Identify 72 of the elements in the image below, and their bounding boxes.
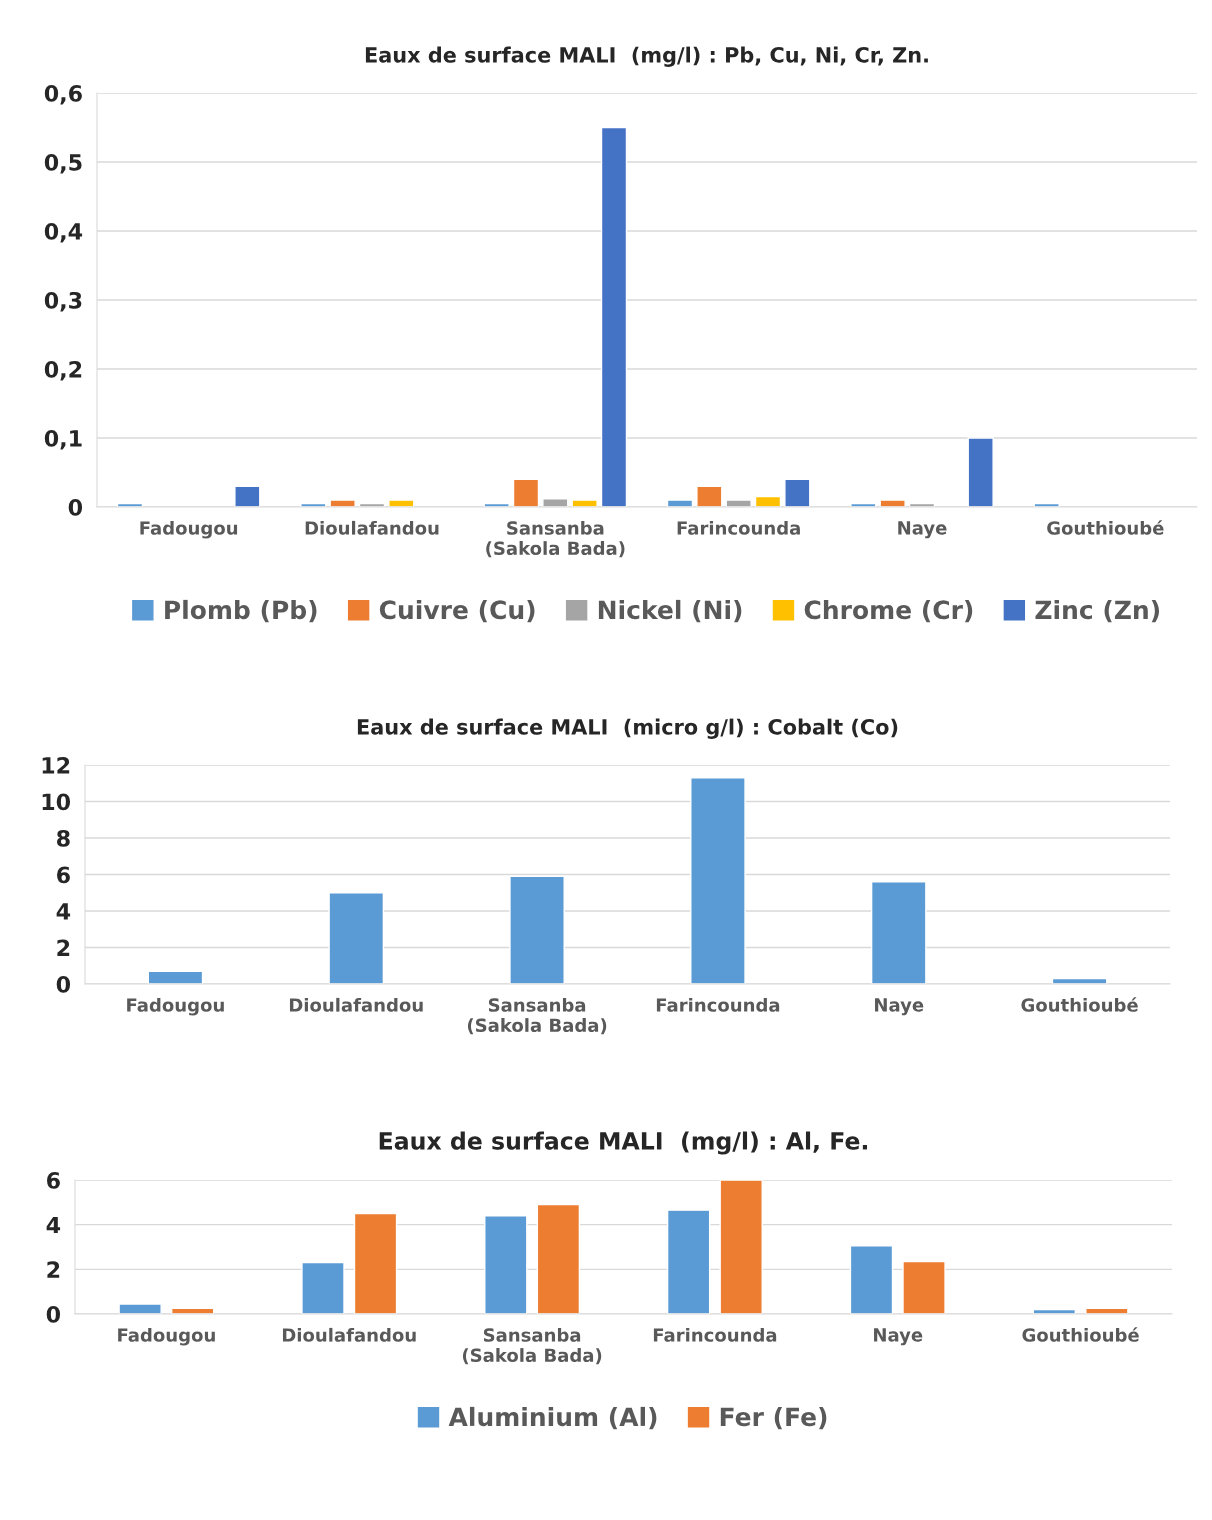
y-tick-label: 10 [42,793,71,811]
bar [725,499,752,507]
x-tick-label: Dioulafandou [289,997,423,1012]
y-tick-label: 0,5 [44,153,82,174]
x-tick-label: Fadougou [127,997,224,1016]
bar [301,1261,345,1314]
x-tick-label: Gouthioubé [1047,520,1164,535]
legend-label: Fer (Fe) [720,1406,827,1430]
x-tick-label: Gouthioubé [1021,997,1138,1012]
y-tick-label: 0,3 [44,291,82,312]
bar [329,499,356,507]
bar [509,875,565,984]
x-tick-label: Sansanba (Sakola Bada) [462,1327,602,1365]
bar [666,1209,711,1314]
bar [696,485,723,507]
x-tick-label: Naye [875,998,924,1016]
legend-label: Nickel (Ni) [598,599,742,623]
x-tick-label: Naye [898,521,947,539]
x-tick-label: Sansanba (Sakola Bada) [467,997,607,1035]
bar [967,437,994,507]
y-tick-label: 0 [46,1305,61,1323]
x-tick-label: Dioulafandou [305,520,439,535]
y-tick-label: 0,1 [44,429,82,450]
y-tick-label: 6 [57,866,70,884]
x-tick-label: Farincounda [653,1327,777,1342]
bar [353,1212,398,1314]
bar [571,499,598,507]
y-tick-label: 2 [47,1261,60,1278]
x-tick-label: Fadougou [118,1327,215,1346]
y-tick-label: 0,6 [44,84,82,105]
legend-label: Zinc (Zn) [1035,599,1160,623]
y-tick-label: 0 [56,975,71,993]
bar [234,485,261,507]
y-tick-label: 0,4 [44,222,83,243]
legend-label: Aluminium (Al) [448,1406,657,1430]
bar [118,1303,162,1314]
legend-label: Cuivre (Cu) [379,599,535,623]
bar [870,881,927,984]
y-tick-label: 12 [42,756,70,774]
bar [328,892,385,984]
x-tick-label: Sansanba (Sakola Bada) [486,520,625,558]
y-tick-label: 8 [57,829,70,847]
x-tick-label: Farincounda [677,520,800,535]
x-tick-label: Fadougou [140,520,238,539]
y-tick-label: 2 [57,939,70,956]
bar [902,1260,946,1314]
x-tick-label: Naye [874,1328,923,1346]
x-tick-label: Farincounda [656,997,780,1012]
y-tick-label: 4 [46,1216,61,1234]
bar [754,495,782,507]
bar [536,1203,581,1314]
y-tick-label: 6 [47,1171,60,1189]
chart-title: Eaux de surface MALI (mg/l) : Pb, Cu, Ni, Cr, Zn. [365,46,928,67]
y-tick-label: 0,2 [44,360,82,381]
y-tick-label: 0 [68,498,83,516]
bar [849,1245,894,1314]
x-tick-label: Dioulafandou [282,1327,416,1342]
chart-title: Eaux de surface MALI (mg/l) : Al, Fe. [379,1131,868,1155]
bar [690,777,746,984]
x-tick-label: Gouthioubé [1022,1327,1139,1342]
chart-title: Eaux de surface MALI (micro g/l) : Cobalt (Co) [357,718,898,739]
y-tick-label: 4 [56,903,71,920]
bar [600,126,628,507]
bar [388,499,415,507]
bar [484,1215,528,1314]
bar [879,499,906,507]
bar [512,478,540,507]
bar [719,1180,763,1314]
legend-label: Plomb (Pb) [165,599,317,623]
legend-label: Chrome (Cr) [804,599,973,623]
bar [784,478,811,507]
bar [666,499,694,507]
